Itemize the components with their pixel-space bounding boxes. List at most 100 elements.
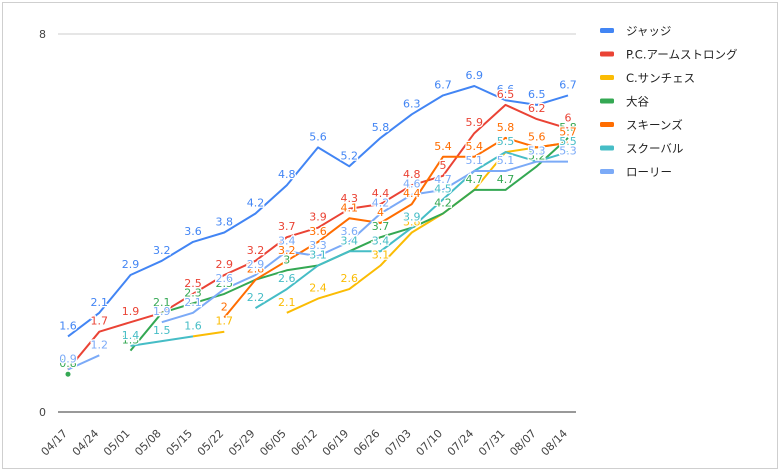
data-label: 6.9 <box>466 69 484 82</box>
data-label: 2.8 <box>247 263 265 276</box>
x-tick-label: 04/24 <box>70 427 102 459</box>
data-label: 4.2 <box>434 197 452 210</box>
data-label: 4.1 <box>341 201 359 214</box>
data-label: 5.6 <box>528 130 546 143</box>
data-label: 6.7 <box>434 78 452 91</box>
data-label: 1.3 <box>122 334 140 347</box>
data-label: 4.5 <box>434 182 452 195</box>
data-label: 5.6 <box>528 130 546 143</box>
data-label: 4.4 <box>403 187 421 200</box>
legend-label: P.C.アームストロング <box>626 48 738 62</box>
data-label: 4.8 <box>403 168 421 181</box>
y-tick-label: 0 <box>39 406 46 419</box>
data-label: 3.9 <box>403 211 421 224</box>
legend-swatch <box>600 145 614 151</box>
data-label: 4.7 <box>466 173 484 186</box>
x-tick-label: 07/10 <box>414 427 446 459</box>
data-label: 1.6 <box>184 319 202 332</box>
gridlines <box>58 33 576 413</box>
data-label: 3.9 <box>403 211 421 224</box>
data-label: 3.8 <box>403 215 421 228</box>
data-label: 5.5 <box>497 135 515 148</box>
legend-label: スキーンズ <box>626 118 683 132</box>
data-label: 3.2 <box>247 244 265 257</box>
data-label: 5.1 <box>466 154 484 167</box>
series-lines <box>65 85 569 377</box>
data-label: 1.6 <box>184 319 202 332</box>
data-label: 3.1 <box>372 249 390 262</box>
data-label: 4.2 <box>434 197 452 210</box>
data-label: 5.3 <box>528 145 546 158</box>
data-label: 3 <box>283 253 290 266</box>
data-label: 3.3 <box>309 239 327 252</box>
legend-swatch <box>600 169 614 174</box>
data-label: 3.4 <box>372 234 390 247</box>
data-label: 2.8 <box>247 263 265 276</box>
data-label: 2.2 <box>247 291 265 304</box>
data-label: 5.5 <box>497 135 515 148</box>
data-label: 5.8 <box>372 121 390 134</box>
x-tick-label: 06/05 <box>257 427 289 459</box>
data-label: 5.8 <box>497 121 515 134</box>
data-label: 0.8 <box>59 357 77 370</box>
data-label: 5.3 <box>528 145 546 158</box>
data-label: 2 <box>221 301 228 314</box>
data-label: 1.7 <box>216 315 234 328</box>
legend-swatch <box>600 28 614 33</box>
x-tick-label: 05/15 <box>164 427 196 459</box>
data-label: 3.6 <box>184 225 202 238</box>
data-label: 2.5 <box>216 277 234 290</box>
data-label: 4.7 <box>434 173 452 186</box>
x-tick-label: 04/17 <box>39 427 71 459</box>
data-label: 4.2 <box>372 197 390 210</box>
series-line <box>192 141 569 338</box>
x-tick-label: 08/07 <box>507 427 539 459</box>
data-label: 0.9 <box>59 352 77 365</box>
data-label: 5.9 <box>466 116 484 129</box>
legend-swatch <box>600 98 614 104</box>
data-label: 4.6 <box>403 178 421 191</box>
data-label: 4.7 <box>497 173 515 186</box>
series-line <box>67 160 568 371</box>
x-tick-label: 08/14 <box>539 427 571 459</box>
series-line <box>130 151 569 347</box>
data-label: 6.7 <box>559 78 577 91</box>
data-label: 5.5 <box>559 135 577 148</box>
data-label: 6.2 <box>528 102 546 115</box>
data-label: 5.4 <box>434 140 452 153</box>
data-label: 6.3 <box>403 97 421 110</box>
data-label: 3.4 <box>278 234 296 247</box>
data-label: 2.6 <box>341 272 359 285</box>
data-label: 5.3 <box>559 145 577 158</box>
data-label: 6.5 <box>528 88 546 101</box>
series-point <box>65 371 71 377</box>
data-label: 3.1 <box>309 249 327 262</box>
data-label: 2.9 <box>247 258 265 271</box>
data-label: 2.6 <box>278 272 296 285</box>
data-label: 2.5 <box>184 277 202 290</box>
data-label: 3.6 <box>341 225 359 238</box>
data-label: 5.4 <box>466 140 484 153</box>
data-label: 3.4 <box>341 234 359 247</box>
legend-label: C.サンチェス <box>626 71 695 85</box>
x-tick-label: 05/01 <box>101 427 133 459</box>
legend-label: ジャッジ <box>626 24 671 38</box>
data-label: 2.6 <box>216 272 234 285</box>
legend-label: スクーバル <box>626 142 683 156</box>
data-label: 1.9 <box>153 305 171 318</box>
data-label: 1.4 <box>122 329 140 342</box>
data-label: 2.9 <box>216 258 234 271</box>
data-label: 3.6 <box>309 225 327 238</box>
data-label: 2.4 <box>309 282 327 295</box>
legend-swatch <box>600 51 614 57</box>
data-label: 2.3 <box>184 286 202 299</box>
data-label: 4.7 <box>466 173 484 186</box>
data-label: 2.1 <box>153 296 171 309</box>
legend-swatch <box>600 122 614 127</box>
legend-swatch <box>600 75 614 80</box>
data-label: 2.1 <box>91 296 109 309</box>
legend-label: 大谷 <box>626 95 649 109</box>
legend-label: ローリー <box>626 165 672 179</box>
